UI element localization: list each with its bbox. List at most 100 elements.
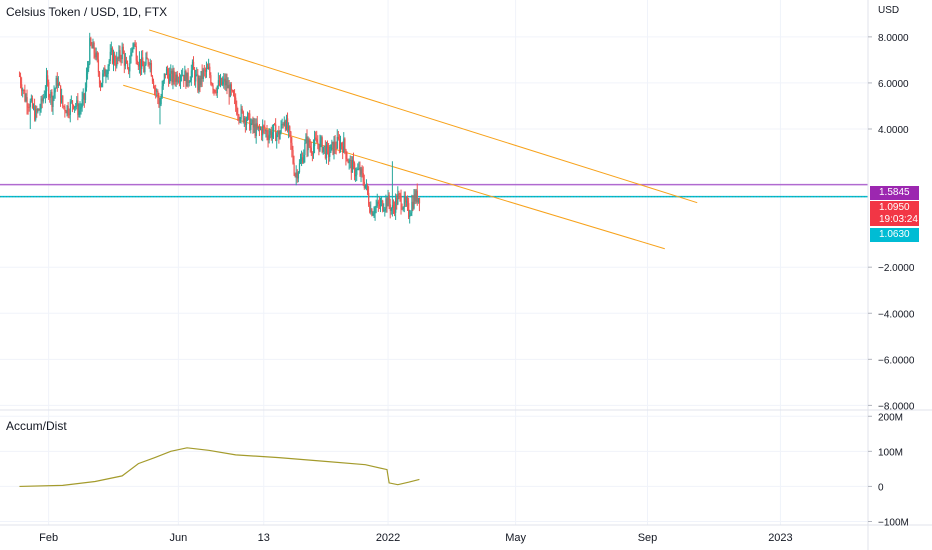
- candle-body: [300, 161, 302, 164]
- candle-body: [240, 108, 242, 120]
- candle-body: [231, 90, 234, 92]
- candle-body: [178, 80, 181, 82]
- candle-body: [345, 149, 347, 159]
- candle-body: [413, 193, 415, 209]
- indicator-axis-label: 200M: [878, 412, 903, 423]
- candle-body: [352, 159, 355, 164]
- candle-body: [384, 208, 386, 211]
- time-axis-label: 2022: [376, 532, 400, 544]
- candle-body: [109, 51, 111, 61]
- candle-body: [100, 83, 102, 87]
- candle-body: [78, 110, 80, 115]
- candle-body: [58, 83, 61, 86]
- candlestick-series: [18, 32, 421, 224]
- candle-body: [165, 69, 168, 75]
- candle-body: [22, 89, 24, 92]
- time-axis-label: Jun: [169, 532, 187, 544]
- candle-body: [222, 81, 224, 85]
- candle-body: [174, 78, 176, 82]
- candle-body: [368, 192, 370, 205]
- candle-body: [103, 68, 105, 74]
- time-axis-label: Feb: [39, 532, 58, 544]
- candle-body: [402, 207, 404, 210]
- candle-body: [346, 158, 348, 161]
- candle-body: [330, 144, 332, 153]
- candle-body: [394, 207, 396, 213]
- candle-body: [262, 125, 264, 136]
- candle-body: [397, 193, 399, 205]
- candle-body: [282, 124, 284, 126]
- candle-body: [276, 134, 278, 141]
- candle-body: [301, 157, 303, 162]
- candle-body: [356, 169, 358, 175]
- price-axis-labels[interactable]: 8.0000 6.0000 4.0000 −2.0000 −4.0000 −6.0000 −…: [868, 33, 915, 413]
- candle-body: [280, 124, 282, 133]
- candle-body: [357, 169, 359, 171]
- candle-body: [132, 44, 134, 49]
- candle-body: [311, 153, 314, 155]
- candle-body: [308, 139, 310, 147]
- chart-title[interactable]: Celsius Token / USD, 1D, FTX: [6, 5, 168, 19]
- indicator-axis-label: −100M: [878, 517, 909, 528]
- candle-body: [271, 132, 274, 138]
- candle-body: [378, 203, 381, 207]
- price-axis-label: 8.0000: [878, 33, 909, 44]
- candle-body: [104, 68, 106, 77]
- candle-body: [339, 142, 342, 149]
- candle-body: [362, 173, 364, 182]
- candle-body: [217, 80, 220, 86]
- candle-body: [221, 78, 223, 85]
- candle-body: [396, 197, 398, 205]
- candle-body: [149, 63, 151, 65]
- candle-body: [191, 61, 194, 71]
- candle-body: [202, 69, 204, 79]
- candle-body: [354, 163, 356, 177]
- candle-body: [83, 93, 86, 101]
- candle-body: [350, 159, 353, 173]
- candle-body: [84, 87, 87, 101]
- candle-body: [170, 70, 172, 74]
- candle-body: [304, 143, 306, 155]
- candle-body: [156, 91, 158, 93]
- candle-body: [379, 202, 382, 207]
- candle-body: [158, 97, 160, 105]
- candle-body: [274, 124, 276, 126]
- candle-body: [147, 59, 149, 64]
- candle-body: [307, 139, 309, 151]
- candle-body: [50, 91, 52, 98]
- candle-body: [316, 138, 318, 143]
- candle-body: [188, 82, 190, 83]
- indicator-title[interactable]: Accum/Dist: [6, 419, 67, 433]
- candle-body: [285, 118, 288, 130]
- candle-body: [236, 106, 238, 115]
- candle-body: [85, 73, 88, 88]
- candle-body: [318, 143, 320, 151]
- candle-body: [75, 106, 77, 107]
- candle-body: [183, 74, 185, 81]
- candle-body: [146, 57, 148, 60]
- candle-body: [29, 100, 31, 108]
- candle-body: [197, 74, 199, 91]
- candle-body: [272, 124, 275, 133]
- candle-body: [173, 70, 175, 79]
- candle-body: [360, 168, 362, 175]
- time-axis-labels[interactable]: Feb Jun 13 2022 May Sep 2023: [39, 532, 793, 544]
- candle-body: [27, 106, 29, 108]
- candle-body: [403, 196, 405, 208]
- candle-body: [400, 195, 402, 209]
- candle-body: [279, 132, 281, 140]
- candle-body: [348, 160, 350, 164]
- candle-body: [35, 108, 37, 120]
- candle-body: [55, 77, 57, 89]
- candle-body: [92, 42, 94, 49]
- candle-body: [82, 93, 84, 100]
- price-axis-label: −8.0000: [878, 401, 915, 412]
- candle-body: [418, 198, 421, 204]
- candle-body: [62, 95, 64, 107]
- low-price-tag: 1.0630: [870, 228, 919, 242]
- candle-body: [20, 76, 22, 85]
- candle-body: [56, 77, 58, 87]
- candle-body: [124, 60, 127, 66]
- candle-body: [154, 87, 156, 89]
